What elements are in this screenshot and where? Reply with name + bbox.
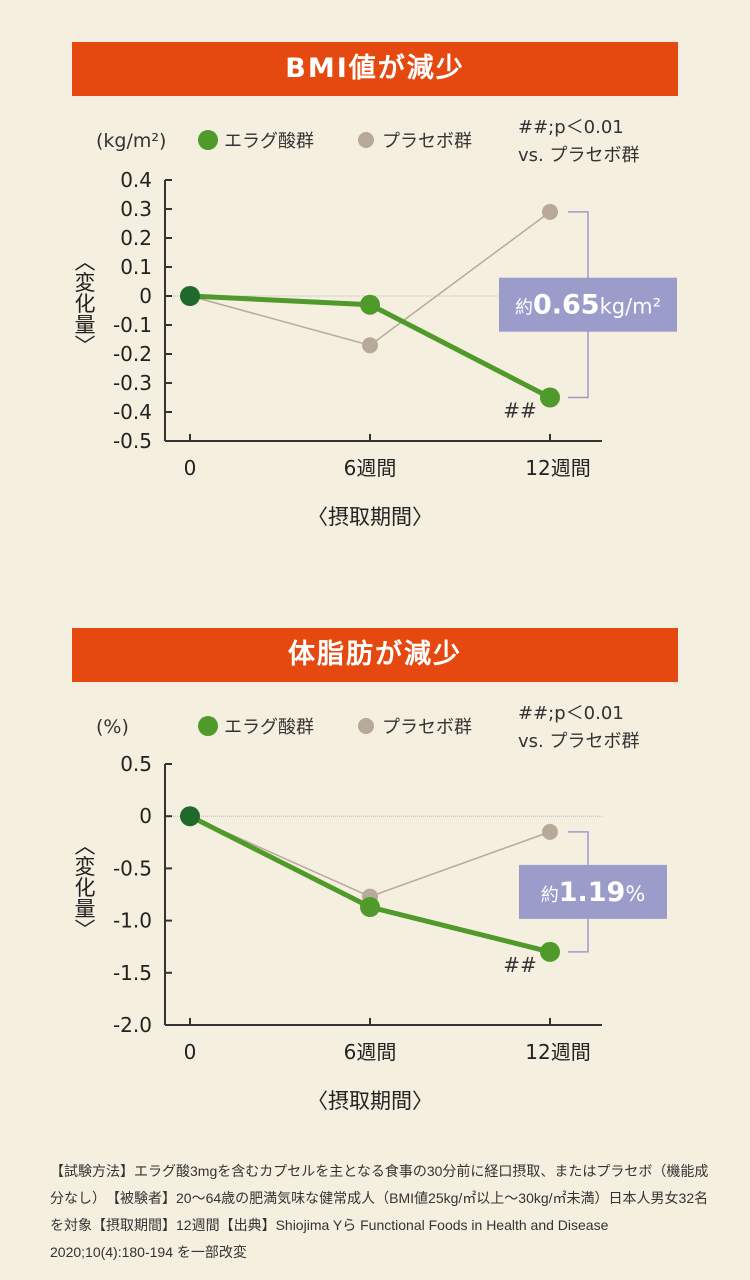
ellagic-point (180, 806, 200, 827)
y-tick-label: -0.3 (113, 371, 152, 395)
y-tick-label: -2.0 (113, 1013, 152, 1037)
x-tick-label: 6週間 (344, 456, 397, 480)
callout-suffix: % (625, 882, 645, 906)
x-tick-label: 6週間 (344, 1040, 397, 1064)
chart-title-body-fat: 体脂肪が減少 (72, 628, 678, 682)
callout-suffix: kg/m² (600, 295, 661, 319)
legend-ellagic-label: エラグ酸群 (224, 717, 314, 738)
y-tick-label: -0.4 (113, 400, 152, 424)
ellagic-point (540, 387, 560, 408)
y-axis-label: 〈変化量〉 (72, 251, 96, 356)
callout-prefix: 約 (515, 298, 533, 319)
significance-note: ##;p＜0.01 (518, 703, 624, 724)
unit-label: (kg/m²) (96, 130, 166, 152)
y-tick-label: 0.1 (120, 255, 152, 279)
y-tick-label: 0.3 (120, 197, 152, 221)
y-tick-label: -0.5 (113, 429, 152, 453)
x-tick-label: 0 (184, 1040, 197, 1064)
significance-note-vs: vs. プラセボ群 (518, 731, 639, 752)
y-tick-label: 0 (139, 804, 152, 828)
body-fat-chart: (%) エラグ酸群 プラセボ群 ##;p＜0.01 vs. プラセボ群 0.5 0 -0.5 -… (72, 703, 667, 1113)
y-tick-label: -1.5 (113, 961, 152, 985)
legend-placebo-marker (358, 718, 374, 734)
ellagic-point (180, 286, 200, 306)
legend-ellagic-marker (198, 716, 218, 736)
difference-callout-text: 約0.65kg/m² (515, 290, 661, 321)
difference-callout (499, 277, 677, 332)
significance-note-vs: vs. プラセボ群 (518, 145, 639, 166)
significance-marker: ## (503, 399, 537, 423)
ellagic-point (360, 897, 380, 918)
significance-marker: ## (503, 953, 537, 977)
unit-label: (%) (96, 716, 129, 738)
y-tick-label: 0.2 (120, 226, 152, 250)
y-tick-label: -0.2 (113, 342, 152, 366)
x-axis-label: 〈摂取期間〉 (307, 1089, 433, 1113)
ellagic-line (188, 813, 551, 955)
y-tick-label: 0.5 (120, 752, 152, 776)
difference-callout (519, 864, 667, 919)
y-tick-label: -0.1 (113, 313, 152, 337)
placebo-line (189, 815, 551, 898)
chart-title-bmi: BMI値が減少 (72, 42, 678, 96)
significance-note: ##;p＜0.01 (518, 117, 624, 138)
placebo-point (542, 823, 558, 840)
y-tick-label: 0.4 (120, 168, 152, 192)
footnote: 【試験方法】エラグ酸3mgを含むカプセルを主となる食事の30分前に経口摂取、また… (50, 1163, 709, 1260)
legend-placebo-label: プラセボ群 (382, 717, 472, 738)
legend-placebo-label: プラセボ群 (382, 131, 472, 152)
x-axis-label: 〈摂取期間〉 (307, 505, 433, 529)
callout-value: 1.19 (559, 877, 626, 908)
legend-ellagic-label: エラグ酸群 (224, 131, 314, 152)
callout-prefix: 約 (541, 885, 559, 906)
x-tick-label: 0 (184, 456, 197, 480)
placebo-point (362, 337, 378, 354)
placebo-line (189, 211, 551, 347)
y-tick-label: -0.5 (113, 856, 152, 880)
x-tick-label: 12週間 (525, 456, 590, 480)
callout-value: 0.65 (533, 290, 600, 321)
y-axis-label: 〈変化量〉 (72, 835, 96, 940)
legend-ellagic-marker (198, 130, 218, 150)
placebo-point (542, 203, 558, 220)
difference-callout-text: 約1.19% (541, 877, 646, 908)
x-tick-label: 12週間 (525, 1040, 590, 1064)
bmi-chart: (kg/m²) エラグ酸群 プラセボ群 ##;p＜0.01 vs. プラセボ群 0.4 0.… (72, 117, 677, 529)
ellagic-point (540, 941, 560, 962)
legend-placebo-marker (358, 132, 374, 148)
y-tick-label: 0 (139, 284, 152, 308)
ellagic-point (360, 294, 380, 315)
y-tick-label: -1.0 (113, 909, 152, 933)
